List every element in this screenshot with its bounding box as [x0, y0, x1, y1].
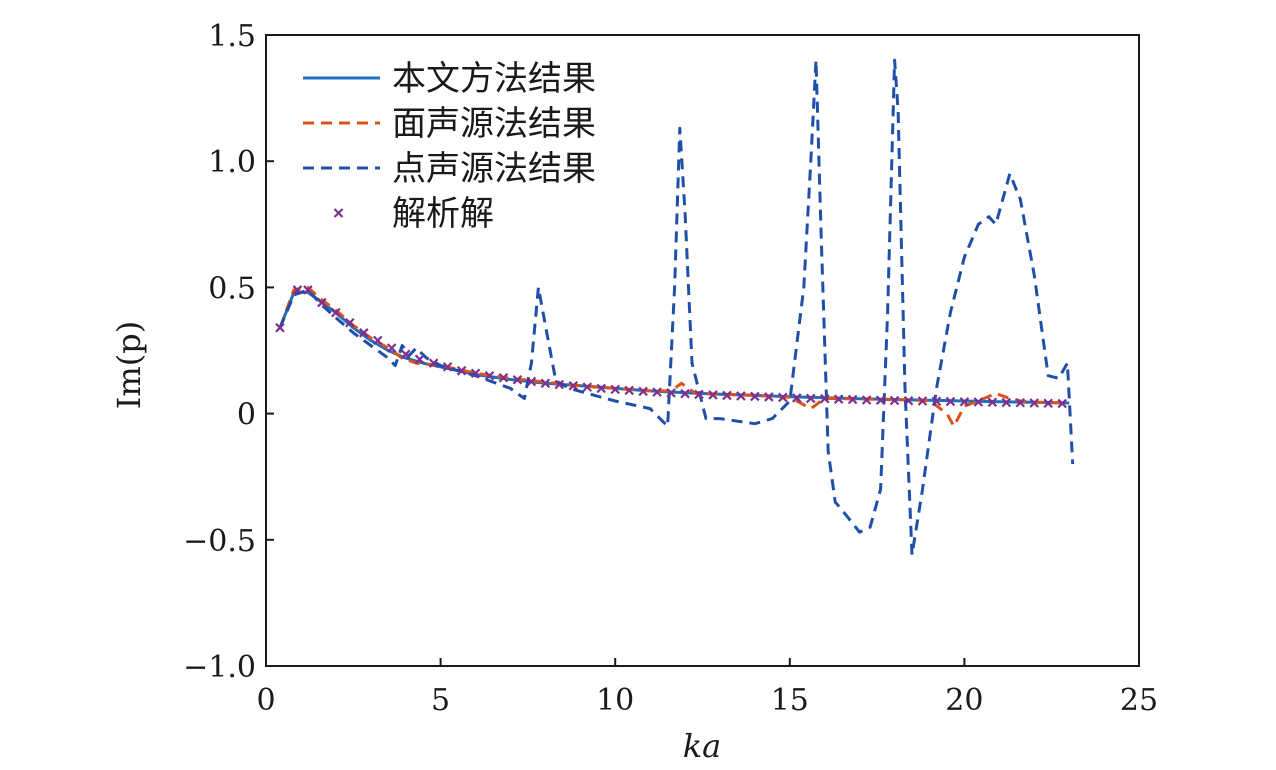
analytic-solution-point [372, 335, 383, 346]
analytic-solution-point [833, 394, 844, 404]
analytic-solution-point [610, 384, 620, 395]
y-tick-label: −1.0 [183, 650, 256, 685]
analytic-solution-point [1029, 398, 1040, 408]
analytic-solution-point [764, 392, 774, 402]
analytic-solution-point [333, 208, 344, 218]
analytic-solution-point [1043, 398, 1053, 409]
y-axis-ticks: −1.0 −0.5 0 0.5 1.0 1.5 [183, 19, 274, 685]
x-axis-label: ka [683, 727, 721, 765]
legend-item: 本文方法结果 [303, 59, 596, 99]
analytic-solution-point [959, 396, 970, 407]
analytic-solution-point [1001, 397, 1012, 408]
analytic-solution-point [414, 354, 425, 365]
analytic-solution-point [456, 365, 467, 376]
analytic-solution-point [624, 385, 634, 396]
analytic-solution-point [708, 390, 718, 400]
legend-label: 本文方法结果 [392, 59, 596, 99]
y-tick-label: −0.5 [183, 524, 256, 559]
analytic-solution-point [652, 387, 662, 397]
analytic-solution-point [889, 395, 900, 406]
analytic-solution-point [317, 297, 327, 308]
analytic-solution-point [973, 397, 984, 407]
analytic-solution-point [875, 395, 886, 406]
x-tick-label: 5 [431, 683, 450, 718]
analytic-solution-point [819, 393, 830, 404]
analytic-solution-point [428, 358, 439, 368]
x-tick-label: 10 [596, 683, 634, 718]
analytic-solution-point [778, 392, 788, 403]
legend-label: 解析解 [392, 194, 494, 234]
legend-label: 面声源法结果 [392, 104, 596, 144]
analytic-solution-point [722, 390, 732, 401]
analytic-solution-point [1057, 398, 1067, 409]
analytic-solution-point [750, 391, 760, 402]
analytic-solution-point [526, 376, 537, 387]
x-axis-ticks: 0 5 10 15 20 25 [256, 658, 1158, 718]
analytic-solution-point [805, 393, 816, 404]
plot-markers [275, 285, 1067, 409]
legend-label: 点声源法结果 [392, 149, 596, 189]
x-tick-label: 15 [771, 683, 809, 718]
analytic-solution-point [331, 307, 341, 318]
analytic-solution-point [568, 381, 579, 391]
analytic-solution-point [442, 362, 453, 372]
series-line-1 [278, 285, 1070, 428]
analytic-solution-point [484, 370, 495, 381]
analytic-solution-point [554, 379, 565, 390]
plot-frame [265, 34, 1140, 667]
analytic-solution-point [596, 383, 607, 394]
analytic-solution-point [498, 372, 509, 383]
legend-item: 点声源法结果 [303, 149, 596, 189]
legend-item: 解析解 [333, 194, 494, 234]
y-tick-label: 0.5 [208, 271, 256, 306]
analytic-solution-point [582, 382, 593, 392]
analytic-solution-point [666, 388, 676, 398]
analytic-solution-point [694, 389, 704, 400]
analytic-solution-point [470, 368, 481, 378]
analytic-solution-point [540, 378, 551, 389]
analytic-solution-point [945, 396, 956, 407]
analytic-solution-point [931, 396, 942, 407]
legend-item: 面声源法结果 [303, 104, 596, 144]
analytic-solution-point [792, 393, 802, 403]
analytic-solution-point [303, 285, 313, 295]
x-tick-label: 20 [945, 683, 983, 718]
analytic-solution-point [847, 394, 858, 405]
plot-lines [278, 58, 1075, 557]
analytic-solution-point [275, 323, 285, 333]
x-tick-label: 25 [1120, 683, 1158, 718]
y-tick-label: 1.5 [208, 19, 256, 54]
analytic-solution-point [736, 391, 746, 401]
y-tick-label: 0 [237, 398, 256, 433]
analytic-solution-point [1015, 397, 1026, 408]
analytic-solution-point [638, 386, 648, 397]
analytic-solution-point [345, 317, 355, 328]
analytic-solution-point [292, 285, 303, 295]
series-line-2 [278, 58, 1075, 557]
analytic-solution-point [861, 395, 872, 405]
analytic-solution-point [358, 328, 369, 338]
y-axis-label: Im(p) [110, 321, 148, 409]
analytic-solution-point [400, 349, 411, 360]
analytic-solution-point [512, 375, 523, 385]
y-tick-label: 1.0 [208, 145, 256, 180]
analytic-solution-point [917, 396, 928, 406]
x-tick-label: 0 [256, 683, 275, 718]
analytic-solution-point [903, 395, 914, 406]
analytic-solution-point [680, 388, 690, 399]
analytic-solution-point [987, 397, 998, 408]
analytic-solution-point [386, 343, 397, 353]
